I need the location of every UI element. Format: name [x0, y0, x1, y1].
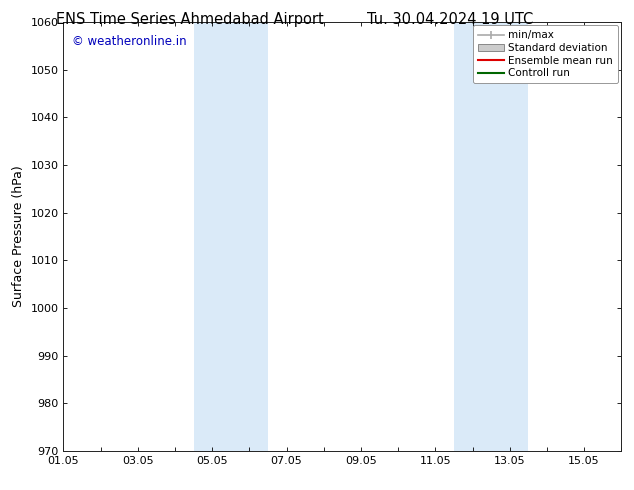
- Bar: [193, 22, 268, 451]
- Y-axis label: Surface Pressure (hPa): Surface Pressure (hPa): [12, 166, 25, 307]
- Bar: [454, 22, 528, 451]
- Text: Tu. 30.04.2024 19 UTC: Tu. 30.04.2024 19 UTC: [367, 12, 533, 27]
- Text: © weatheronline.in: © weatheronline.in: [72, 35, 186, 48]
- Text: ENS Time Series Ahmedabad Airport: ENS Time Series Ahmedabad Airport: [56, 12, 324, 27]
- Legend: min/max, Standard deviation, Ensemble mean run, Controll run: min/max, Standard deviation, Ensemble me…: [473, 25, 618, 83]
